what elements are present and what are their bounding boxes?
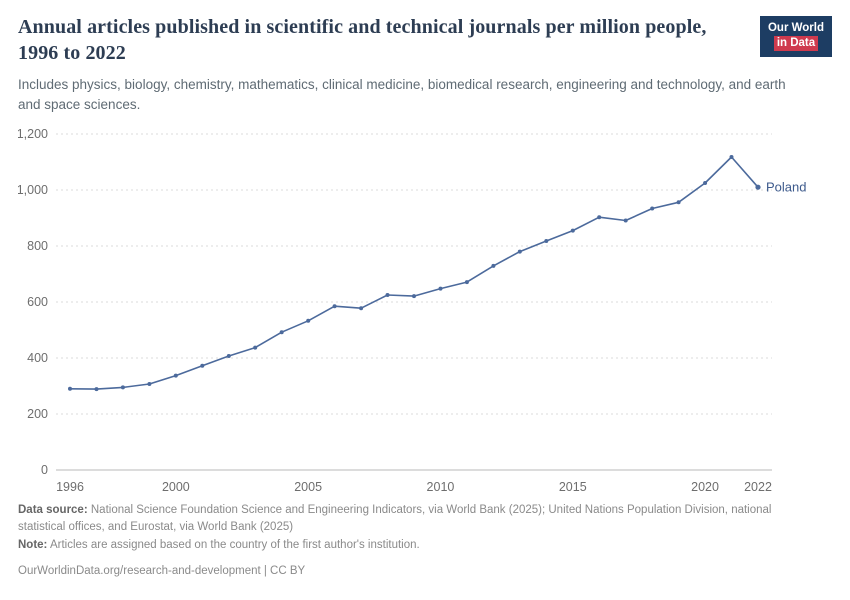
x-tick-label: 2005: [294, 480, 322, 494]
x-tick-label: 2000: [162, 480, 190, 494]
data-point: [703, 181, 708, 186]
data-point: [412, 294, 416, 299]
x-tick-label: 1996: [56, 480, 84, 494]
y-tick-label: 1,200: [18, 127, 48, 141]
y-tick-label: 400: [27, 351, 48, 365]
data-point: [226, 354, 231, 359]
data-point: [332, 304, 337, 309]
data-point: [359, 306, 364, 311]
y-tick-label: 200: [27, 407, 48, 421]
data-source-text: Data source: National Science Foundation…: [18, 504, 772, 534]
x-tick-label: 2010: [427, 480, 455, 494]
owid-logo: Our World in Data: [759, 16, 832, 57]
data-point: [200, 363, 205, 368]
data-point: [120, 385, 125, 390]
note-text: Note: Articles are assigned based on the…: [18, 538, 420, 551]
data-point: [173, 373, 178, 378]
data-point: [253, 345, 258, 350]
data-point: [491, 264, 496, 269]
poland-line: [69, 156, 759, 391]
note-label: Note:: [18, 538, 48, 551]
logo-line-1: Our World: [767, 22, 824, 34]
y-tick-label: 600: [27, 295, 48, 309]
page-title: Annual articles published in scientific …: [18, 16, 707, 64]
series-label: Poland: [766, 180, 806, 195]
data-point: [517, 249, 522, 254]
data-point: [650, 206, 655, 211]
data-point: [438, 286, 443, 291]
data-point: [623, 218, 628, 223]
x-tick-label: 2022: [744, 480, 772, 494]
y-tick-label: 0: [41, 463, 48, 477]
data-point: [279, 330, 284, 335]
chart-footer: Data source: National Science Foundation…: [18, 502, 818, 580]
data-point: [94, 387, 99, 392]
y-tick-label: 800: [27, 239, 48, 253]
data-point: [385, 293, 390, 298]
logo-line-2: in Data: [773, 35, 819, 51]
x-tick-label: 2015: [559, 480, 587, 494]
data-point: [147, 382, 152, 387]
series-end-marker: [755, 184, 761, 190]
chart-subtitle: Includes physics, biology, chemistry, ma…: [18, 77, 786, 112]
y-tick-label: 1,000: [18, 183, 48, 197]
data-point: [729, 155, 734, 160]
line-chart: 0 200 400 600 800 1,000 1,200 1996 2000 2005 2010 2…: [18, 122, 832, 500]
data-point: [544, 239, 549, 244]
data-point: [676, 200, 681, 205]
line-chart-svg: 0 200 400 600 800 1,000 1,200 1996 2000 2005 2010 2…: [18, 127, 806, 494]
chart-header: Annual articles published in scientific …: [18, 14, 832, 114]
data-point: [597, 215, 602, 220]
data-point: [306, 318, 311, 323]
license-link[interactable]: OurWorldinData.org/research-and-developm…: [18, 564, 306, 577]
data-point: [68, 386, 72, 391]
data-point: [570, 228, 575, 233]
data-source-label: Data source:: [18, 504, 88, 517]
x-tick-label: 2020: [691, 480, 719, 494]
data-point: [464, 280, 469, 285]
